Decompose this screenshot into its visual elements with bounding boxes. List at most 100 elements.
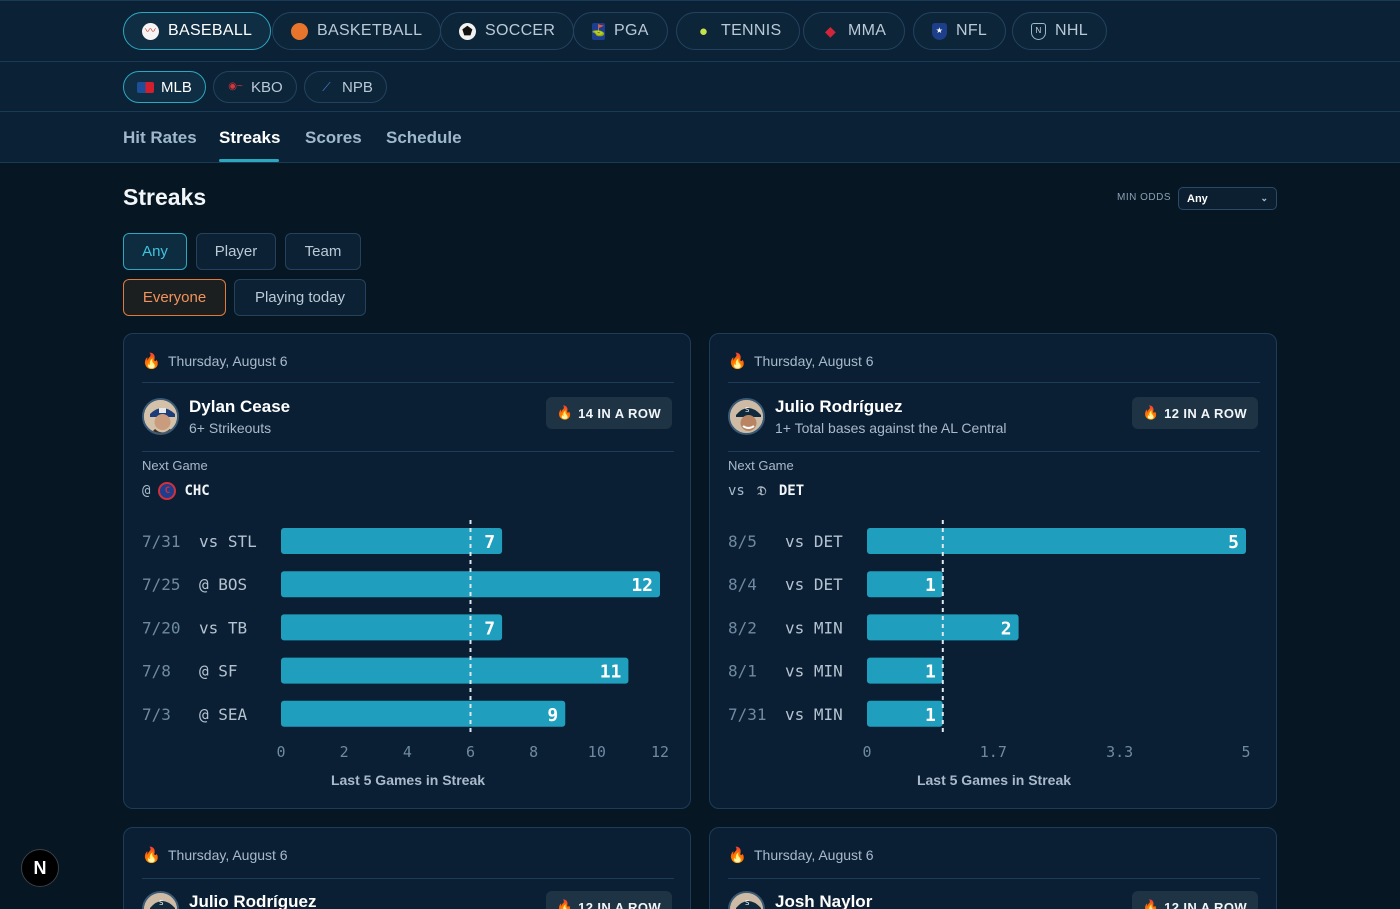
prop-description: 6+ Strikeouts (189, 420, 272, 436)
streak-card[interactable]: 🔥 Thursday, August 6 Dylan Cease 6+ Stri… (123, 333, 691, 809)
tigers-logo-icon: 𝔇 (757, 483, 767, 499)
avatar: S (728, 891, 765, 909)
game-date-label: 8/2 (728, 618, 757, 637)
streak-count: 12 IN A ROW (578, 899, 661, 909)
avatar: S (142, 891, 179, 909)
chart-bar (867, 528, 1246, 554)
bar-value-label: 7 (484, 618, 495, 639)
filter-player[interactable]: Player (196, 233, 276, 270)
league-nav (0, 62, 1400, 112)
game-date-label: 7/25 (142, 575, 181, 594)
divider (728, 382, 1260, 383)
flame-icon: 🔥 (728, 847, 747, 864)
sport-pill-nhl[interactable]: N NHL (1012, 12, 1107, 50)
tab-hit-rates[interactable]: Hit Rates (123, 128, 197, 147)
tab-scores[interactable]: Scores (305, 128, 362, 147)
prop-description: 1+ Total bases against the AL Central (775, 420, 1007, 436)
x-tick-label: 5 (1241, 743, 1250, 761)
filter-any[interactable]: Any (123, 233, 187, 270)
streak-badge: 🔥 12 IN A ROW (545, 891, 672, 909)
sport-label: TENNIS (721, 22, 782, 39)
player-name[interactable]: Julio Rodríguez (775, 397, 903, 416)
bar-value-label: 12 (631, 575, 653, 596)
card-date: Thursday, August 6 (754, 353, 874, 369)
filter-everyone[interactable]: Everyone (123, 279, 226, 316)
streak-count: 12 IN A ROW (1164, 899, 1247, 909)
streak-count: 12 IN A ROW (1164, 405, 1247, 421)
player-name[interactable]: Julio Rodríguez (189, 892, 317, 909)
bar-value-label: 1 (925, 575, 936, 596)
flame-icon: 🔥 (728, 353, 747, 370)
streak-card[interactable]: 🔥 Thursday, August 6 S Josh Naylor 🔥 12 … (709, 827, 1277, 909)
chart-caption: Last 5 Games in Streak (916, 772, 1072, 788)
sport-pill-pga[interactable]: ⛳ PGA (573, 12, 668, 50)
streak-badge: 🔥 12 IN A ROW (1131, 891, 1258, 909)
cubs-logo-icon: C (158, 482, 177, 500)
game-date-label: 8/5 (728, 532, 757, 551)
next-game: @ C CHC (142, 482, 210, 500)
game-date-label: 7/31 (142, 532, 181, 551)
flame-icon: 🔥 (1142, 899, 1160, 909)
tab-schedule[interactable]: Schedule (386, 128, 462, 147)
player-name[interactable]: Josh Naylor (775, 892, 873, 909)
card-date: Thursday, August 6 (168, 847, 288, 863)
min-odds-value: Any (1187, 193, 1208, 205)
matchup-label: vs MIN (785, 662, 843, 681)
matchup-label: vs STL (199, 532, 257, 551)
min-odds-select[interactable]: Any ⌄ (1178, 187, 1277, 210)
sport-label: NHL (1055, 22, 1088, 39)
opponent-team: CHC (184, 483, 210, 499)
sport-pill-tennis[interactable]: ● TENNIS (676, 12, 801, 50)
page-title: Streaks (123, 184, 207, 210)
bar-value-label: 1 (925, 662, 936, 683)
chart-bar (281, 700, 566, 727)
bar-value-label: 7 (484, 532, 495, 553)
mma-glove-icon: ◆ (824, 23, 837, 39)
soccer-ball-icon: ⬟ (459, 22, 476, 40)
streak-count: 14 IN A ROW (578, 405, 661, 421)
sport-pill-mma[interactable]: ◆ MMA (803, 12, 906, 50)
card-date: Thursday, August 6 (754, 847, 874, 863)
filter-team[interactable]: Team (285, 233, 361, 270)
player-name[interactable]: Dylan Cease (189, 397, 291, 416)
flame-icon: 🔥 (556, 899, 574, 909)
sport-pill-baseball[interactable]: 〰 BASEBALL (123, 12, 272, 50)
active-tab-indicator (219, 159, 279, 162)
x-tick-label: 2 (340, 743, 349, 761)
league-pill-kbo[interactable]: ◉~ KBO (213, 71, 297, 103)
sport-label: BASKETBALL (317, 22, 423, 39)
league-label: NPB (342, 78, 373, 96)
section-tabs (0, 112, 1400, 163)
sport-pill-basketball[interactable]: BASKETBALL (272, 12, 442, 50)
x-tick-label: 0 (862, 743, 871, 761)
sport-pill-nfl[interactable]: ★ NFL (913, 12, 1007, 50)
filter-playing-today[interactable]: Playing today (234, 279, 366, 316)
league-pill-mlb[interactable]: MLB (123, 71, 206, 103)
streak-badge: 🔥 12 IN A ROW (1131, 397, 1258, 429)
sport-label: SOCCER (485, 22, 556, 39)
card-date: Thursday, August 6 (168, 353, 288, 369)
matchup-label: @ SEA (199, 705, 248, 724)
svg-text:S: S (745, 406, 750, 414)
league-pill-npb[interactable]: ⟋ NPB (304, 71, 387, 103)
next-game-label: Next Game (142, 458, 208, 473)
sport-label: BASEBALL (168, 22, 253, 39)
dev-tools-badge[interactable]: N (21, 849, 59, 887)
tab-streaks[interactable]: Streaks (219, 128, 281, 147)
opponent-team: DET (778, 483, 805, 499)
game-date-label: 7/3 (142, 705, 171, 724)
chart-caption: Last 5 Games in Streak (330, 772, 486, 788)
bar-value-label: 1 (925, 705, 936, 726)
basketball-icon (291, 22, 308, 40)
sport-pill-soccer[interactable]: ⬟ SOCCER (440, 12, 575, 50)
streak-card[interactable]: 🔥 Thursday, August 6 S Julio Rodríguez 1… (709, 333, 1277, 809)
bar-value-label: 2 (1001, 618, 1012, 639)
chart-bar (867, 700, 943, 727)
divider (142, 451, 674, 452)
sport-label: NFL (956, 22, 988, 39)
x-tick-label: 4 (403, 743, 412, 761)
matchup-label: vs MIN (785, 705, 843, 724)
streak-card[interactable]: 🔥 Thursday, August 6 S Julio Rodríguez 🔥… (123, 827, 691, 909)
streak-chart: 8/5 vs DET 5 8/4 vs DET 1 8/2 vs MIN 2 8/1 vs MIN 1… (728, 520, 1251, 761)
streak-badge: 🔥 14 IN A ROW (545, 397, 672, 429)
